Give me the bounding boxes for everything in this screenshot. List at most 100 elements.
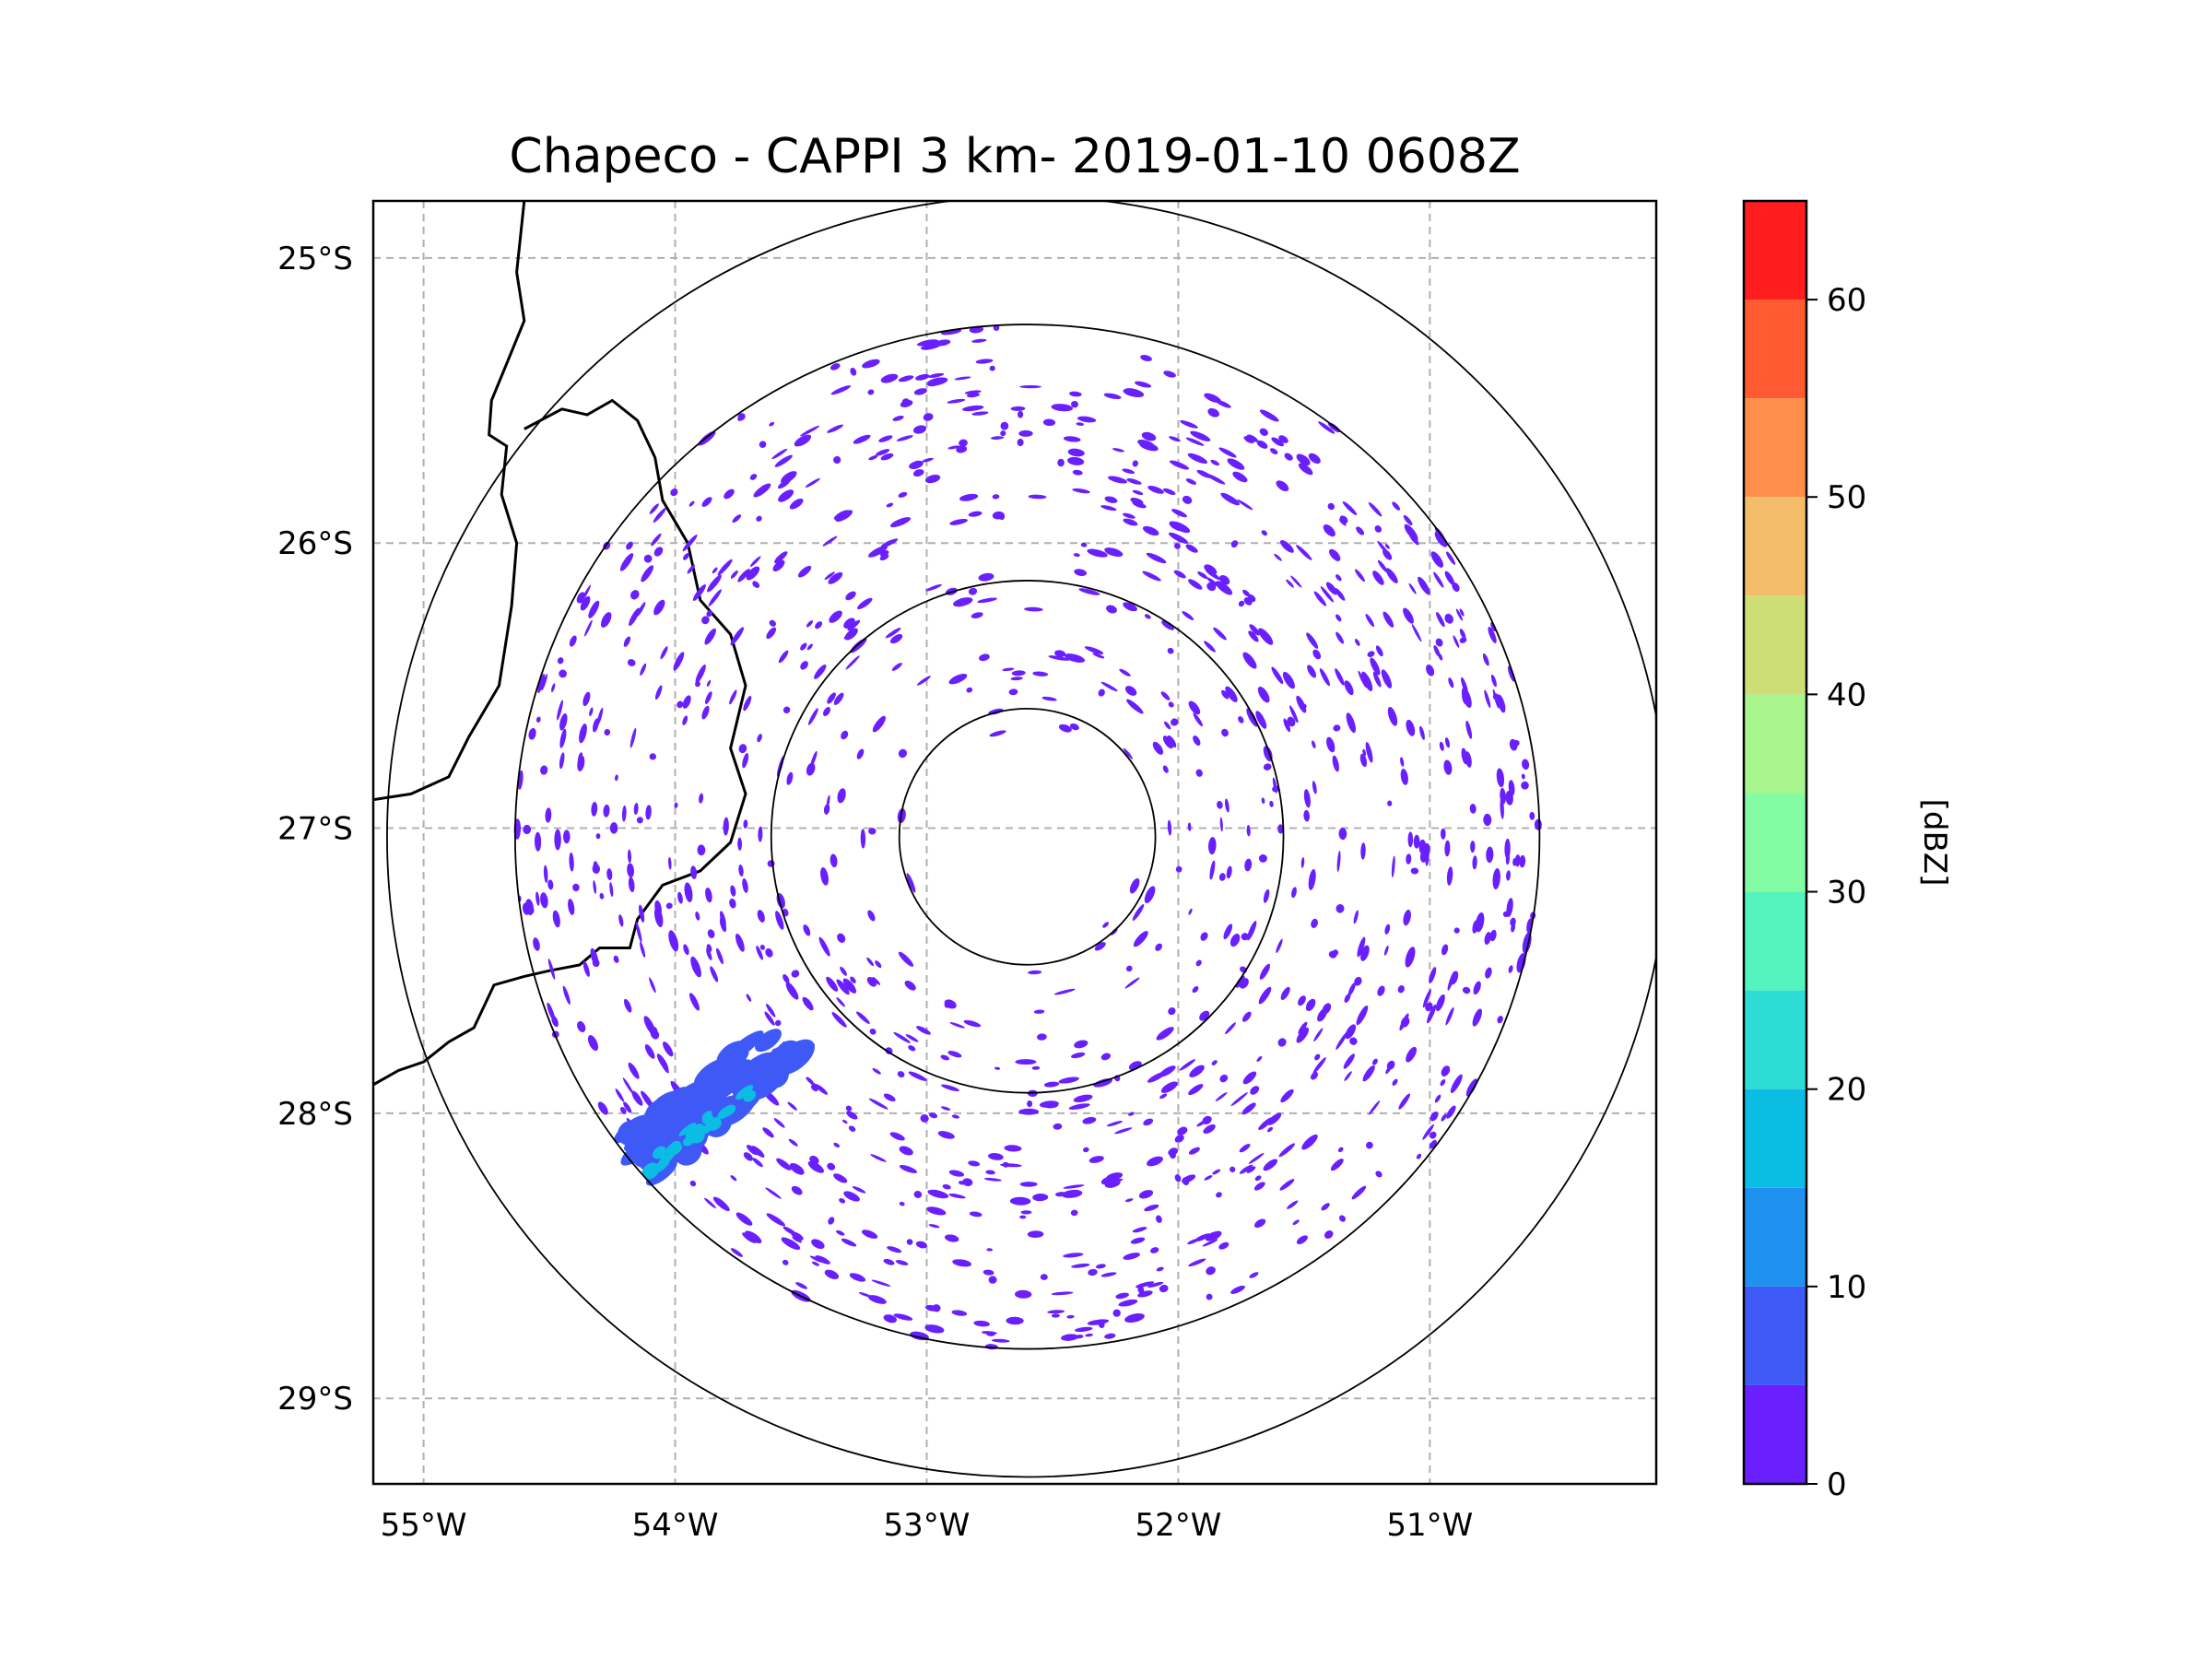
echo-speck — [1080, 542, 1088, 547]
echo-speck — [562, 985, 571, 1005]
echo-speck — [1126, 699, 1144, 714]
echo-speck — [1323, 524, 1335, 537]
echo-speck — [1104, 1333, 1116, 1339]
echo-speck — [649, 1026, 658, 1036]
echo-speck — [545, 807, 552, 823]
echo-speck — [1406, 719, 1416, 736]
echo-speck — [738, 744, 747, 754]
echo-speck — [941, 1106, 951, 1111]
echo-speck — [1137, 1285, 1145, 1294]
echo-speck — [1150, 1247, 1159, 1253]
y-tick-label: 29°S — [277, 1381, 353, 1418]
echo-speck — [1484, 689, 1491, 709]
echo-speck — [1366, 1141, 1373, 1149]
echo-speck — [908, 1071, 927, 1081]
echo-speck — [1241, 1102, 1256, 1115]
echo-speck — [850, 976, 856, 983]
echo-speck — [1484, 932, 1491, 946]
echo-speck — [1223, 924, 1233, 940]
echo-speck — [1365, 742, 1373, 763]
echo-speck — [1365, 614, 1375, 628]
echo-speck — [1261, 797, 1265, 805]
echo-speck — [1230, 934, 1241, 947]
colorbar-segment — [1744, 990, 1806, 1089]
echo-speck — [629, 607, 641, 627]
echo-speck — [991, 1338, 1010, 1343]
echo-speck — [774, 1019, 782, 1027]
echo-speck — [1239, 978, 1249, 989]
echo-speck — [1356, 1005, 1369, 1026]
echo-speck — [913, 1191, 923, 1198]
echo-speck — [1435, 638, 1443, 647]
echo-speck — [797, 565, 812, 578]
echo-speck — [1168, 532, 1189, 544]
echo-speck — [1182, 1177, 1190, 1186]
echo-speck — [1400, 1017, 1410, 1028]
echo-cell — [755, 1029, 782, 1053]
echo-speck — [554, 829, 561, 851]
echo-speck — [830, 363, 841, 371]
echo-speck — [1063, 1184, 1085, 1189]
colorbar-segment — [1744, 1088, 1806, 1188]
echo-speck — [1216, 399, 1231, 408]
echo-speck — [1246, 1166, 1256, 1173]
echo-speck — [1257, 686, 1270, 703]
echo-speck — [1098, 688, 1105, 697]
colorbar-segment — [1744, 1384, 1806, 1484]
echo-speck — [1408, 582, 1417, 594]
echo-speck — [1000, 421, 1009, 430]
echo-speck — [1203, 1124, 1216, 1135]
echo-speck — [1459, 629, 1466, 640]
echo-speck — [971, 612, 983, 618]
echo-speck — [1015, 1289, 1032, 1299]
echo-speck — [1280, 986, 1290, 1000]
echo-speck — [806, 620, 814, 628]
echo-speck — [839, 1198, 846, 1204]
echo-speck — [1204, 1175, 1213, 1181]
echo-speck — [1470, 841, 1476, 853]
echo-speck — [847, 619, 861, 631]
echo-speck — [1188, 579, 1203, 590]
echo-speck — [769, 421, 775, 427]
echo-speck — [949, 1022, 965, 1029]
echo-speck — [805, 477, 820, 488]
echo-speck — [1400, 757, 1405, 767]
echo-speck — [697, 844, 706, 856]
echo-speck — [1122, 468, 1135, 475]
echo-speck — [628, 1062, 640, 1079]
echo-speck — [1147, 486, 1164, 494]
echo-speck — [1202, 1239, 1218, 1247]
echo-cell — [647, 1090, 685, 1124]
echo-cell — [652, 1146, 666, 1159]
echo-speck — [776, 1158, 792, 1171]
echo-speck — [735, 933, 745, 952]
echo-speck — [1102, 922, 1110, 928]
echo-speck — [627, 849, 632, 864]
echo-speck — [1506, 870, 1511, 881]
map-frame — [371, 199, 1658, 1486]
echo-speck — [983, 1177, 1002, 1182]
echo-speck — [1488, 627, 1497, 643]
echo-speck — [1372, 671, 1382, 688]
echo-speck — [541, 674, 548, 691]
echo-speck — [704, 1197, 716, 1209]
echo-speck — [781, 1237, 801, 1251]
echo-speck — [904, 980, 916, 991]
echo-speck — [1405, 947, 1416, 968]
echo-speck — [868, 828, 877, 835]
echo-speck — [1132, 460, 1138, 467]
colorbar-tick-label: 50 — [1827, 479, 1866, 516]
echo-speck — [1124, 1312, 1145, 1324]
echo-speck — [1195, 769, 1203, 777]
echo-speck — [1092, 653, 1105, 659]
echo-speck — [756, 946, 763, 960]
echo-speck — [818, 936, 830, 957]
echo-speck — [1444, 571, 1455, 586]
echo-speck — [1155, 1215, 1162, 1223]
colorbar-tick-label: 10 — [1827, 1269, 1866, 1306]
echo-speck — [827, 692, 836, 704]
echo-speck — [1289, 705, 1299, 724]
echo-speck — [1027, 1100, 1033, 1108]
echo-speck — [524, 899, 535, 916]
echo-speck — [1406, 853, 1412, 865]
